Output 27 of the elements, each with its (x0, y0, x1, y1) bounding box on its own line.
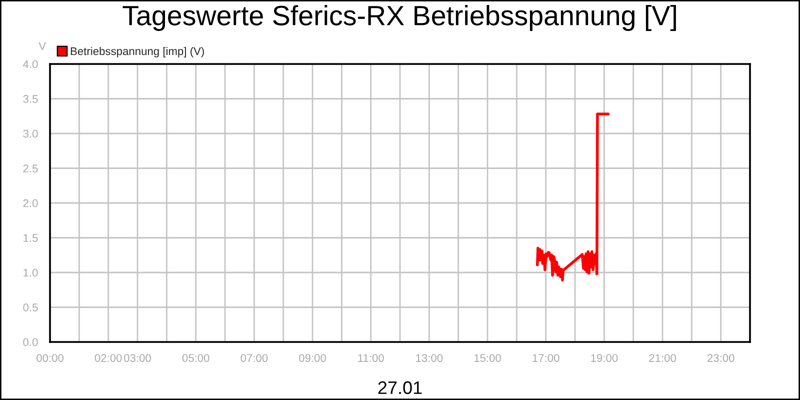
y-tick-label: 2.5 (23, 164, 38, 172)
y-tick-label: 3.5 (23, 95, 38, 103)
legend-label: Betriebsspannung [imp] (V) (70, 46, 204, 58)
y-tick-label: 3.0 (23, 130, 38, 138)
x-tick-label: 21:00 (649, 354, 676, 362)
x-tick-label: 03:00 (124, 354, 151, 362)
y-tick-label: 1.5 (24, 234, 38, 242)
y-tick-label: 2.0 (23, 199, 38, 208)
y-tick-label: 1.0 (24, 268, 38, 277)
x-tick-label: 15:00 (474, 354, 501, 362)
x-tick-label: 00:00 (36, 354, 64, 362)
x-axis-title: 27.01 (378, 381, 422, 394)
x-tick-label: 23:00 (707, 354, 734, 362)
y-tick-label: 4.0 (23, 60, 38, 68)
x-tick-label: 11:00 (358, 354, 384, 362)
x-tick-label: 09:00 (299, 354, 326, 362)
y-tick-label: 0.5 (23, 304, 38, 312)
y-axis-title: V (38, 42, 46, 50)
y-tick-label: 0.0 (23, 338, 38, 346)
chart-title: Tageswerte Sferics-RX Betriebsspannung [V] (122, 5, 676, 31)
x-tick-label: 05:00 (182, 354, 210, 362)
x-tick-label: 13:00 (416, 354, 443, 362)
x-tick-label: 17:00 (532, 354, 560, 362)
x-tick-label: 02:00 (94, 354, 122, 362)
line-series (536, 112, 610, 282)
x-tick-label: 19:00 (591, 354, 618, 362)
x-tick-label: 07:00 (240, 354, 268, 362)
